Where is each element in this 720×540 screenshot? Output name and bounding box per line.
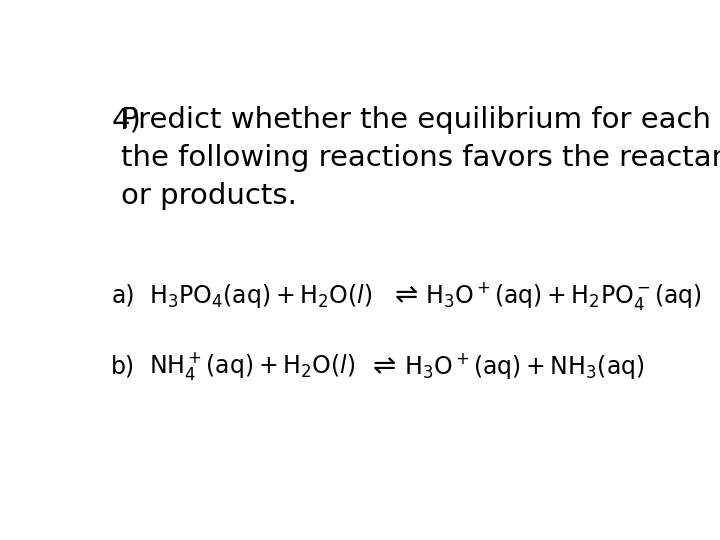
Text: $\mathrm{H_3O^+(aq) + NH_3(aq)}$: $\mathrm{H_3O^+(aq) + NH_3(aq)}$ — [404, 351, 644, 381]
Text: Predict whether the equilibrium for each of
the following reactions favors the r: Predict whether the equilibrium for each… — [121, 106, 720, 210]
Text: 4): 4) — [111, 106, 141, 134]
Text: $\mathrm{H_3PO_4(aq) + H_2O(\mathit{l})}$: $\mathrm{H_3PO_4(aq) + H_2O(\mathit{l})}… — [148, 281, 372, 309]
Text: $\rightleftharpoons$: $\rightleftharpoons$ — [367, 352, 397, 380]
Text: a): a) — [111, 284, 135, 308]
Text: b): b) — [111, 354, 135, 378]
Text: $\mathrm{H_3O^+(aq) + H_2PO_4^-(aq)}$: $\mathrm{H_3O^+(aq) + H_2PO_4^-(aq)}$ — [425, 280, 702, 312]
Text: $\mathrm{NH_4^+(aq) + H_2O(\mathit{l})}$: $\mathrm{NH_4^+(aq) + H_2O(\mathit{l})}$ — [148, 350, 355, 382]
Text: $\rightleftharpoons$: $\rightleftharpoons$ — [389, 281, 418, 309]
